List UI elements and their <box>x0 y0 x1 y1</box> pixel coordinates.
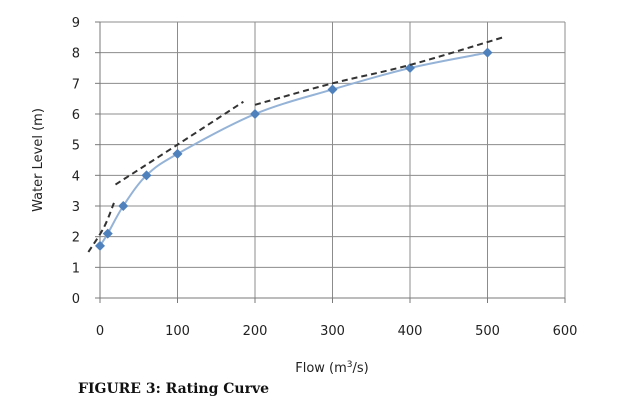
data-point <box>95 240 105 251</box>
y-tick-label: 2 <box>72 231 80 246</box>
y-tick-label: 4 <box>72 169 80 184</box>
y-tick-label: 9 <box>72 16 80 31</box>
x-axis-label: Flow (m3/s) <box>295 360 369 376</box>
figure-caption: FIGURE 3: Rating Curve <box>78 381 270 397</box>
data-point <box>250 109 260 119</box>
y-tick-label: 3 <box>72 200 80 215</box>
y-tick-labels: 0 1 2 3 4 5 6 7 8 9 <box>72 16 80 307</box>
y-tick-label: 1 <box>72 261 80 276</box>
data-point <box>141 170 152 181</box>
data-point <box>327 84 338 95</box>
x-tick-label: 400 <box>398 324 423 339</box>
x-tick-labels: 0 100 200 300 400 500 600 <box>96 324 578 339</box>
y-tick-label: 7 <box>72 77 80 92</box>
y-tick-label: 8 <box>72 47 80 62</box>
axes <box>95 21 566 303</box>
data-point <box>118 201 129 211</box>
y-tick-label: 0 <box>72 292 80 307</box>
grid <box>99 21 566 299</box>
x-tick-label: 100 <box>165 324 190 339</box>
data-point <box>102 228 113 239</box>
y-axis-label: Water Level (m) <box>31 108 46 212</box>
rating-curve-chart: 0 1 2 3 4 5 6 7 8 9 0 100 200 300 400 500 600 Water Lev… <box>31 16 578 376</box>
data-point <box>482 47 493 58</box>
series-line <box>99 51 488 247</box>
data-point <box>172 148 183 159</box>
x-tick-label: 600 <box>553 324 578 339</box>
data-point <box>405 63 415 73</box>
fit-line-segment <box>254 36 504 106</box>
y-tick-label: 6 <box>72 108 80 123</box>
x-tick-label: 0 <box>96 324 104 339</box>
x-tick-label: 200 <box>243 324 268 339</box>
y-tick-label: 5 <box>72 139 80 154</box>
x-tick-label: 500 <box>475 324 500 339</box>
fit-line-segment <box>114 100 244 186</box>
x-tick-label: 300 <box>320 324 345 339</box>
series-group <box>87 36 504 253</box>
